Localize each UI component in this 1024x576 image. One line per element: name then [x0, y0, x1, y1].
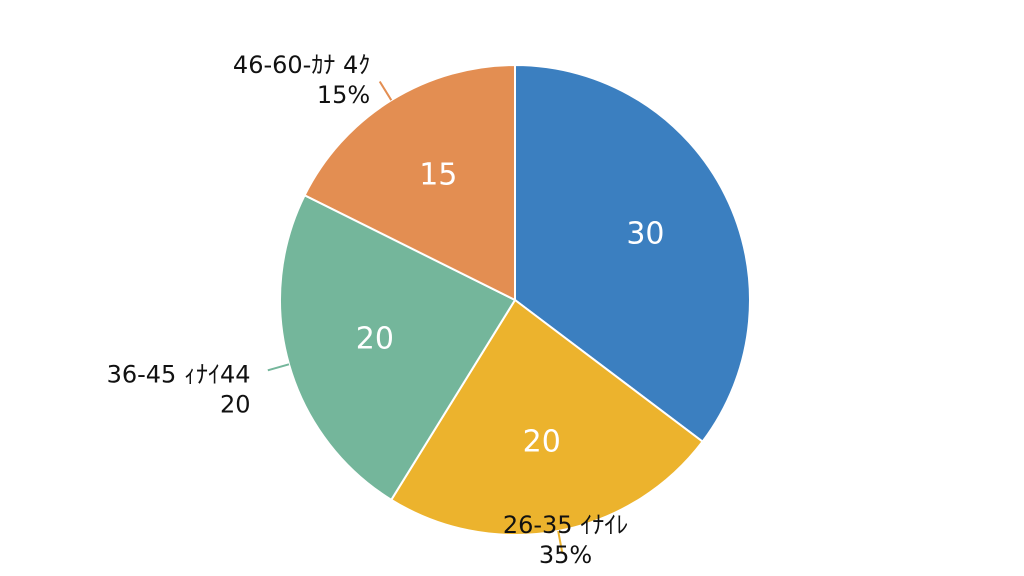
leader-line — [267, 363, 290, 372]
slice-category-label: 46-60-ｶﾅ 4ｸ — [233, 51, 370, 79]
slice-sublabel: 20 — [220, 390, 251, 418]
slice-value-label: 30 — [626, 217, 664, 252]
slice-value-label: 15 — [419, 158, 457, 193]
slice-sublabel: 15% — [317, 81, 370, 109]
slice-category-label: 36-45 ｨﾅｲ44 — [107, 360, 251, 388]
slice-value-label: 20 — [523, 425, 561, 460]
pie-slice — [514, 63, 751, 444]
leader-line — [378, 80, 393, 101]
slice-value-label: 20 — [356, 321, 394, 356]
leader-line — [557, 530, 564, 553]
slice-sublabel: 35% — [539, 541, 592, 569]
slice-category-label: 26-35 ｲﾅｲﾚ — [503, 511, 628, 539]
pie-slice — [303, 63, 516, 302]
